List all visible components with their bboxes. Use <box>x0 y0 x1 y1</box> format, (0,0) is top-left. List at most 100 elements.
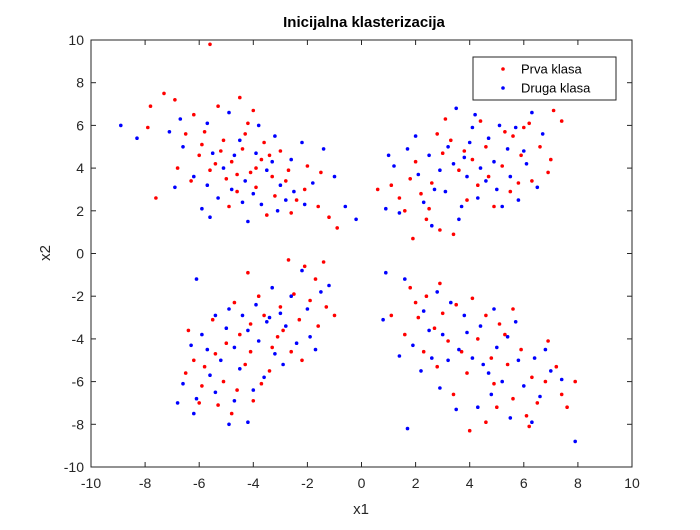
data-point <box>243 132 247 136</box>
data-points <box>119 42 577 444</box>
data-point <box>270 285 275 290</box>
data-point <box>200 142 204 147</box>
data-point <box>297 317 302 322</box>
data-point <box>457 347 461 352</box>
data-point <box>202 130 207 134</box>
chart-title: Inicijalna klasterizacija <box>283 14 445 31</box>
data-point <box>300 140 304 145</box>
data-point <box>486 174 491 179</box>
data-point <box>511 134 515 138</box>
data-point <box>238 332 242 337</box>
x-tick-label: -4 <box>247 475 260 491</box>
data-point <box>278 311 283 316</box>
data-point <box>397 211 402 215</box>
data-point <box>413 159 418 164</box>
data-point <box>240 313 245 318</box>
legend: Prva klasa Druga klasa <box>472 56 617 101</box>
data-point <box>551 108 556 113</box>
data-point <box>229 187 234 192</box>
data-point <box>403 332 407 337</box>
data-point <box>208 42 212 47</box>
data-point <box>457 168 461 172</box>
data-point <box>565 405 569 410</box>
data-point <box>273 134 277 138</box>
data-point <box>440 332 445 337</box>
data-point <box>505 335 510 339</box>
data-point <box>484 420 488 425</box>
data-point <box>275 335 280 339</box>
data-point <box>167 130 172 134</box>
data-point <box>219 358 223 363</box>
y-tick-label: 2 <box>76 203 84 219</box>
data-point <box>497 123 502 128</box>
series-prva-klasa <box>146 42 577 433</box>
data-point <box>240 147 245 151</box>
data-point <box>229 159 234 164</box>
data-point <box>508 189 513 194</box>
data-point <box>413 300 418 305</box>
data-point <box>267 315 272 320</box>
x-tick-label: -10 <box>81 475 101 491</box>
data-point <box>451 162 456 166</box>
y-axis-label: x2 <box>37 245 54 261</box>
data-point <box>454 407 459 412</box>
data-point <box>478 166 483 170</box>
data-point <box>416 315 421 320</box>
data-point <box>473 112 477 117</box>
data-point <box>284 179 288 183</box>
data-point <box>148 104 153 108</box>
data-point <box>246 121 250 126</box>
data-point <box>194 396 199 401</box>
y-tick-label: 4 <box>76 160 84 176</box>
data-point <box>119 123 123 128</box>
data-point <box>210 151 215 155</box>
data-point <box>384 206 388 211</box>
data-point <box>173 185 177 190</box>
data-point <box>430 356 434 360</box>
data-point <box>446 339 450 343</box>
data-point <box>213 390 218 395</box>
data-point <box>543 379 548 384</box>
data-point <box>535 401 540 405</box>
data-point <box>516 181 521 185</box>
data-point <box>265 320 269 324</box>
data-point <box>275 209 280 213</box>
data-point <box>200 384 204 388</box>
data-point <box>386 153 391 158</box>
data-point <box>294 341 299 346</box>
data-point <box>519 347 523 352</box>
data-point <box>316 324 321 328</box>
data-point <box>530 110 534 115</box>
data-point <box>335 226 340 230</box>
data-point <box>559 119 564 123</box>
data-point <box>549 157 553 162</box>
data-point <box>240 200 245 205</box>
data-point <box>427 206 431 211</box>
data-point <box>478 119 483 123</box>
data-point <box>427 328 431 333</box>
data-point <box>308 298 312 303</box>
data-point <box>424 294 429 299</box>
data-point <box>135 136 139 140</box>
data-point <box>186 328 191 333</box>
data-point <box>438 228 442 232</box>
data-point <box>530 375 534 380</box>
data-point <box>430 223 434 228</box>
data-point <box>246 420 250 425</box>
data-point <box>316 204 321 209</box>
data-point <box>454 106 459 111</box>
data-point <box>256 123 261 128</box>
x-tick-label: -6 <box>193 475 206 491</box>
data-point <box>232 300 237 305</box>
data-point <box>543 347 548 352</box>
data-point <box>319 290 323 294</box>
data-point <box>465 330 469 335</box>
data-point <box>313 277 318 281</box>
data-point <box>281 362 285 367</box>
data-point <box>213 313 218 318</box>
data-point <box>221 379 226 384</box>
data-point <box>238 95 242 100</box>
data-point <box>227 422 231 427</box>
data-point <box>465 198 469 202</box>
data-point <box>208 373 212 378</box>
